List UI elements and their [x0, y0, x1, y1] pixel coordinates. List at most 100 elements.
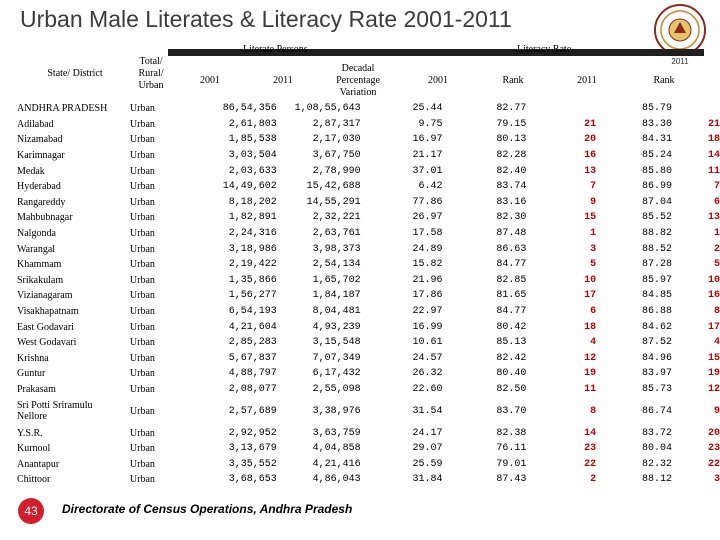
literacy-rate-2001: 86.63 — [496, 243, 527, 255]
rank-2001: 12 — [584, 352, 597, 364]
literates-2001: 1,35,866 — [228, 274, 277, 286]
area-type: Urban — [129, 259, 155, 271]
decadal-variation: 29.07 — [412, 443, 443, 455]
literacy-rate-2011: 86.88 — [642, 306, 673, 318]
district-name: Warangal — [17, 243, 56, 255]
rank-2011: 18 — [707, 134, 720, 146]
district-name: Mahbubnagar — [17, 212, 73, 224]
literates-2001: 2,85,283 — [228, 337, 277, 349]
rank-2011: 6 — [713, 196, 720, 208]
district-name-line: Nellore — [17, 411, 47, 423]
literates-2011: 6,17,432 — [312, 368, 361, 380]
literates-2011: 4,21,416 — [312, 458, 361, 470]
literates-2011: 8,04,481 — [312, 306, 361, 318]
literacy-rate-2001: 79.01 — [496, 458, 527, 470]
rank-2001: 7 — [590, 181, 597, 193]
rank-2011: 10 — [707, 274, 720, 286]
table-row: Hyderabad Urban 14,49,602 15,42,688 6.42 83.7… — [17, 179, 720, 195]
district-name: Karimnagar — [17, 150, 65, 162]
literacy-rate-2011: 85.79 — [642, 103, 673, 115]
rate-2011-header: 2011 — [577, 75, 597, 86]
rank-2001: 16 — [584, 150, 597, 162]
literates-2001: 14,49,602 — [222, 181, 277, 193]
rank-2011: 23 — [707, 443, 720, 455]
district-name: Khammam — [17, 259, 62, 271]
literates-2011: 15,42,688 — [306, 181, 361, 193]
rank-2011: 8 — [713, 306, 720, 318]
rank-2011: 19 — [707, 368, 720, 380]
rank-2011-header: Rank — [653, 75, 675, 86]
area-type: Urban — [129, 337, 155, 349]
literates-2011: 4,04,858 — [312, 443, 361, 455]
area-type: Urban — [129, 181, 155, 193]
literacy-rate-2001: 80.42 — [496, 321, 527, 333]
district-name-line: Sri Potti Sriramulu — [17, 400, 93, 412]
district-name: Hyderabad — [17, 181, 61, 193]
table-row: Kurnool Urban 3,13,679 4,04,858 29.07 76.11 23… — [17, 441, 720, 457]
district-name: ANDHRA PRADESH — [17, 103, 108, 115]
rank-2011: 13 — [707, 212, 720, 224]
table-row: Khammam Urban 2,19,422 2,54,134 15.82 84.77 5 8… — [17, 257, 720, 273]
literacy-rate-2001: 82.40 — [496, 165, 527, 177]
literacy-rate-2001: 83.16 — [496, 196, 527, 208]
area-type: Urban — [129, 274, 155, 286]
literacy-rate-2001: 79.15 — [496, 118, 527, 130]
table-row: Krishna Urban 5,67,837 7,07,349 24.57 82.42 12… — [17, 351, 720, 367]
literates-2001: 2,24,316 — [228, 228, 277, 240]
area-type: Urban — [129, 290, 155, 302]
literates-2011: 2,32,221 — [312, 212, 361, 224]
district-name: Sri Potti Sriramulu Nellore — [17, 397, 130, 425]
area-type: Urban — [129, 165, 155, 177]
area-type: Urban — [129, 405, 155, 417]
literates-2011: 3,67,750 — [312, 150, 361, 162]
literates-2001: 2,03,633 — [228, 165, 277, 177]
literacy-rate-2001: 76.11 — [496, 443, 527, 455]
rate-2001-header: 2001 — [428, 75, 448, 86]
decadal-variation: 24.89 — [412, 243, 443, 255]
literates-2001: 86,54,356 — [222, 103, 277, 115]
literates-2001: 1,82,891 — [228, 212, 277, 224]
table-row: Mahbubnagar Urban 1,82,891 2,32,221 26.97 82.… — [17, 210, 720, 226]
table-row: Adilabad Urban 2,61,803 2,87,317 9.75 79.15 21… — [17, 117, 720, 133]
literacy-rate-2011: 85.73 — [642, 383, 673, 395]
literacy-rate-2011: 86.99 — [642, 181, 673, 193]
literacy-rate-2001: 82.42 — [496, 352, 527, 364]
district-name: Chittoor — [17, 474, 51, 486]
district-name: Medak — [17, 165, 45, 177]
rank-2001: 21 — [584, 118, 597, 130]
decadal-variation: 24.17 — [412, 427, 443, 439]
literates-2011: 2,17,030 — [312, 134, 361, 146]
literates-2001: 3,35,552 — [228, 458, 277, 470]
literates-2001: 1,56,277 — [228, 290, 277, 302]
rank-2011: 21 — [707, 118, 720, 130]
decadal-variation: 15.82 — [412, 259, 443, 271]
literacy-rate-heading: Literacy Rate — [517, 44, 572, 55]
literates-2011: 3,38,976 — [312, 405, 361, 417]
page-number-badge: 43 — [18, 498, 44, 524]
table-row: Rangareddy Urban 8,18,202 14,55,291 77.86 83.… — [17, 195, 720, 211]
district-name: Krishna — [17, 352, 49, 364]
decadal-variation: 22.60 — [412, 383, 443, 395]
literates-2011: 2,63,761 — [312, 228, 361, 240]
literates-2011: 2,54,134 — [312, 259, 361, 271]
rank-2001: 23 — [584, 443, 597, 455]
literacy-rate-2011: 83.30 — [642, 118, 673, 130]
area-type: Urban — [129, 243, 155, 255]
literates-2011: 2,87,317 — [312, 118, 361, 130]
rank-2011: 17 — [707, 321, 720, 333]
rank-2011: 14 — [707, 150, 720, 162]
rank-2011: 4 — [713, 337, 720, 349]
state-district-header: State/ District — [47, 68, 103, 79]
table-row: Medak Urban 2,03,633 2,78,990 37.01 82.40 13 85… — [17, 163, 720, 179]
rank-2011: 1 — [713, 228, 720, 240]
header-bar — [168, 49, 704, 56]
rank-2001 — [526, 101, 596, 117]
area-type: Urban — [129, 383, 155, 395]
literacy-rate-2001: 82.85 — [496, 274, 527, 286]
rank-2001-header: Rank — [502, 75, 524, 86]
decadal-variation: 22.97 — [412, 306, 443, 318]
literates-2001: 2,08,077 — [228, 383, 277, 395]
area-header: Total/ Rural/ Urban — [138, 56, 164, 91]
rank-2011: 15 — [707, 352, 720, 364]
district-name: Rangareddy — [17, 196, 66, 208]
